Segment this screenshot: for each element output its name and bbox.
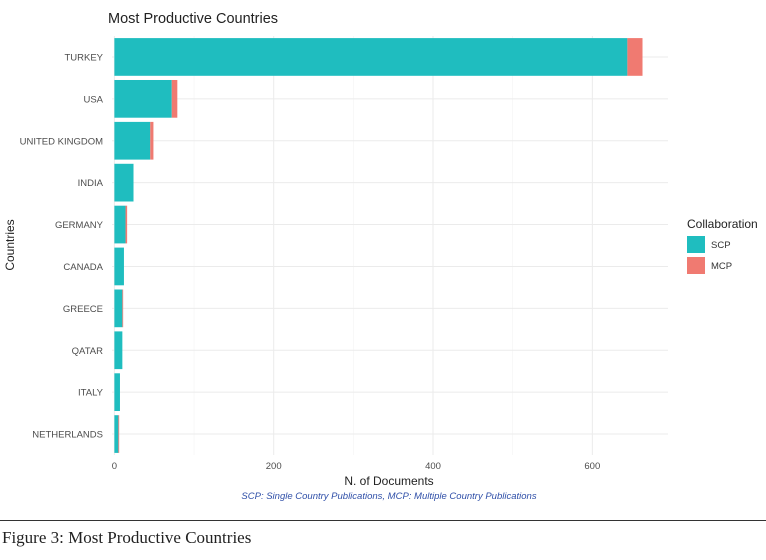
y-tick-label: USA — [83, 94, 103, 105]
y-tick-label: NETHERLANDS — [32, 430, 103, 441]
x-axis-title: N. of Documents — [344, 474, 433, 488]
y-tick-label: GERMANY — [55, 220, 104, 231]
bar-scp-united-kingdom — [114, 121, 151, 160]
chart-note: SCP: Single Country Publications, MCP: M… — [241, 491, 536, 502]
bar-mcp-netherlands — [118, 415, 120, 453]
bar-mcp-united-kingdom — [150, 121, 154, 160]
y-axis-title: Countries — [3, 219, 17, 270]
bar-scp-india — [114, 163, 134, 202]
y-tick-label: ITALY — [78, 388, 104, 399]
x-tick-label: 400 — [425, 461, 441, 472]
grid — [112, 36, 668, 455]
figure-divider — [0, 520, 766, 521]
x-tick-label: 0 — [112, 461, 117, 472]
bar-scp-turkey — [114, 38, 628, 76]
y-tick-label: QATAR — [72, 346, 103, 357]
y-tick-label: TURKEY — [64, 52, 103, 63]
x-tick-label: 600 — [584, 461, 600, 472]
bar-scp-canada — [114, 247, 124, 286]
legend-key-mcp — [687, 257, 705, 274]
bar-scp-greece — [114, 289, 123, 328]
x-tick-labels: 0 200 400 600 — [112, 461, 601, 472]
y-tick-labels: TURKEY USA UNITED KINGDOM INDIA GERMANY CANAD… — [20, 52, 104, 440]
y-tick-label: CANADA — [63, 262, 103, 273]
legend-label-mcp: MCP — [711, 261, 732, 272]
bar-mcp-greece — [122, 289, 124, 328]
legend-label-scp: SCP — [711, 240, 731, 251]
chart-title: Most Productive Countries — [108, 11, 278, 27]
chart: TURKEY USA UNITED KINGDOM INDIA GERMANY CANAD… — [3, 11, 758, 502]
bar-mcp-usa — [171, 79, 178, 118]
x-tick-label: 200 — [266, 461, 282, 472]
bar-scp-germany — [114, 205, 126, 244]
legend-key-scp — [687, 236, 705, 253]
legend: Collaboration SCP MCP — [687, 217, 758, 274]
bar-scp-italy — [114, 373, 120, 412]
bar-scp-qatar — [114, 331, 123, 370]
figure-caption: Figure 3: Most Productive Countries — [2, 528, 252, 547]
y-tick-label: UNITED KINGDOM — [20, 136, 103, 147]
y-tick-label: INDIA — [78, 178, 104, 189]
bar-mcp-germany — [125, 205, 128, 244]
bar-mcp-turkey — [627, 38, 643, 76]
bars — [114, 38, 643, 453]
legend-title: Collaboration — [687, 217, 758, 231]
bar-scp-usa — [114, 79, 172, 118]
y-tick-label: GREECE — [63, 304, 103, 315]
bar-scp-netherlands — [114, 415, 119, 453]
